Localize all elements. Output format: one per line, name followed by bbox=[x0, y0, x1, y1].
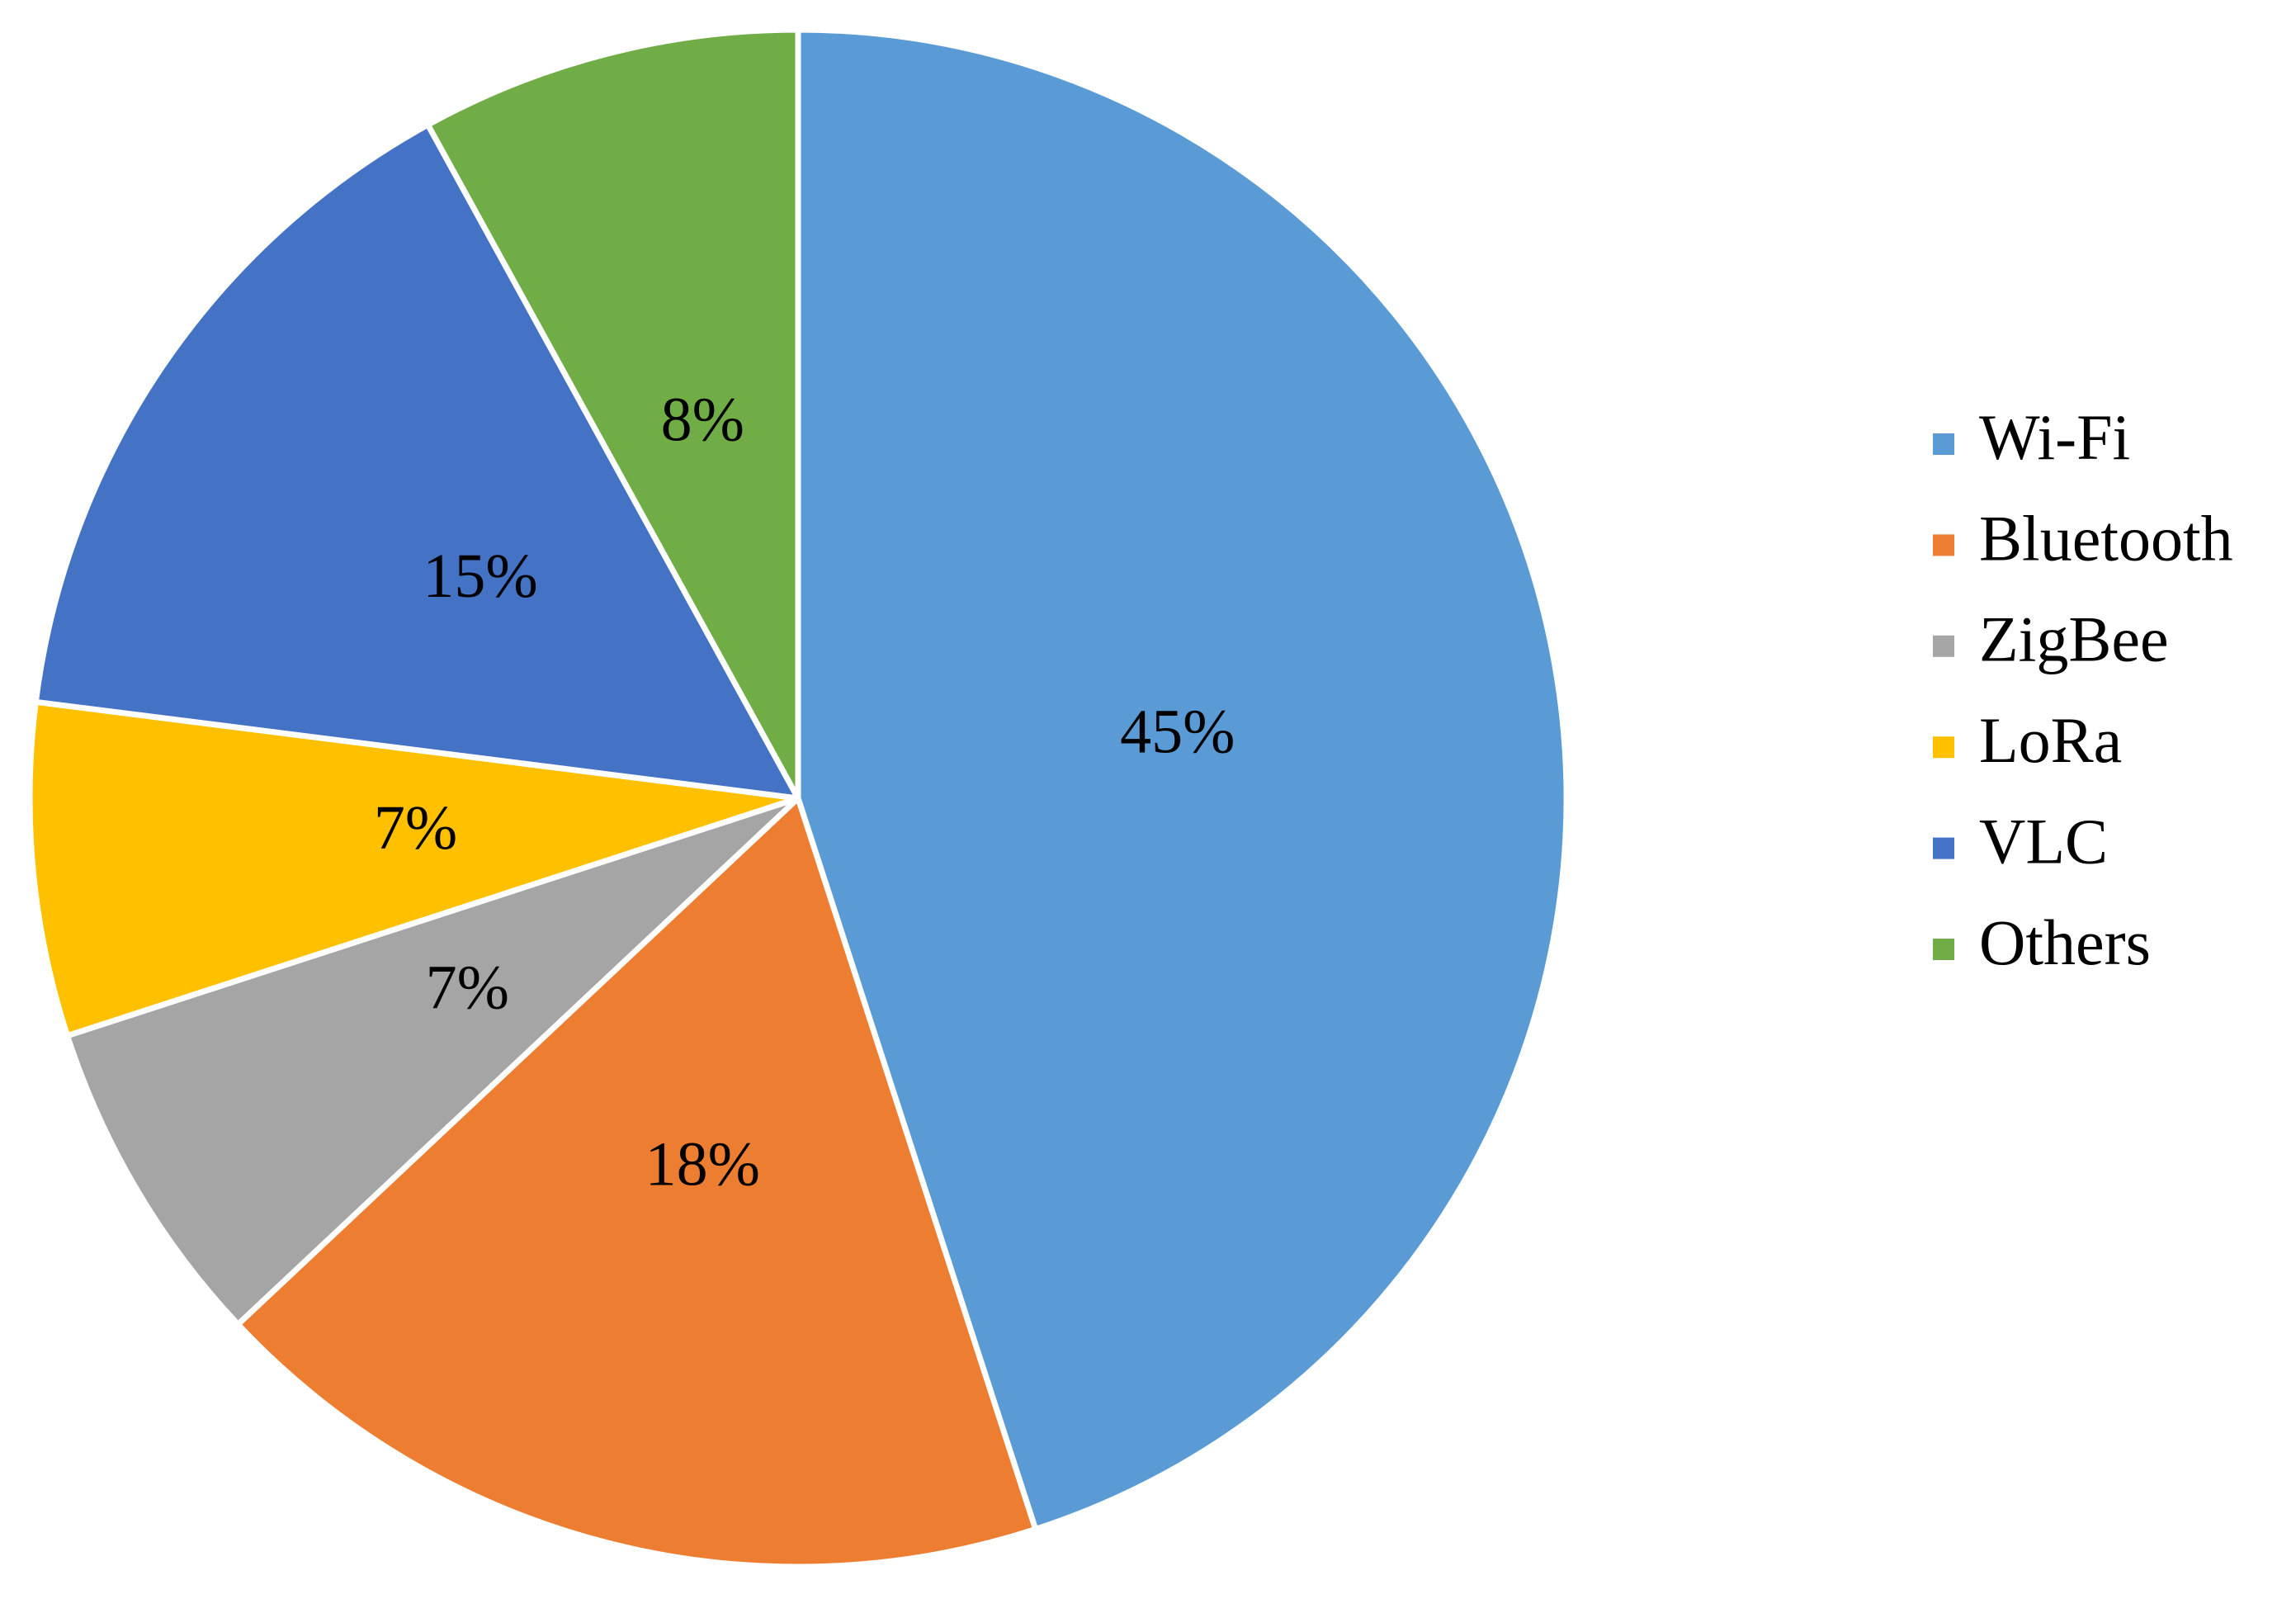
legend-swatch bbox=[1933, 736, 1954, 759]
data-label: 18% bbox=[645, 1129, 760, 1199]
legend-swatch bbox=[1933, 837, 1954, 859]
legend-label: Wi-Fi bbox=[1979, 401, 2130, 473]
legend-label: ZigBee bbox=[1979, 603, 2169, 675]
legend-swatch bbox=[1933, 433, 1954, 455]
legend-label: Others bbox=[1979, 906, 2151, 978]
data-label: 15% bbox=[423, 542, 537, 611]
pie-slice bbox=[424, 26, 801, 802]
legend-swatch bbox=[1933, 939, 1954, 960]
legend-label: VLC bbox=[1979, 806, 2108, 878]
pie bbox=[26, 26, 1570, 1570]
data-label: 45% bbox=[1120, 698, 1235, 767]
data-label: 7% bbox=[374, 793, 457, 863]
pie-slice bbox=[795, 26, 1570, 1532]
legend: Wi-Fi Bluetooth ZigBee LoRa VLC Others bbox=[1933, 401, 2233, 978]
pie-slice bbox=[64, 795, 801, 1327]
legend-label: Bluetooth bbox=[1979, 502, 2233, 574]
legend-swatch bbox=[1933, 534, 1954, 556]
pie-slice bbox=[32, 121, 801, 802]
data-labels: 45% 18% 7% 7% 15% 8% bbox=[374, 386, 1235, 1199]
legend-label: LoRa bbox=[1979, 704, 2122, 776]
pie-slice bbox=[234, 795, 1039, 1570]
data-label: 8% bbox=[661, 386, 744, 455]
legend-swatch bbox=[1933, 635, 1954, 657]
data-label: 7% bbox=[426, 953, 509, 1022]
pie-slice bbox=[26, 698, 801, 1039]
